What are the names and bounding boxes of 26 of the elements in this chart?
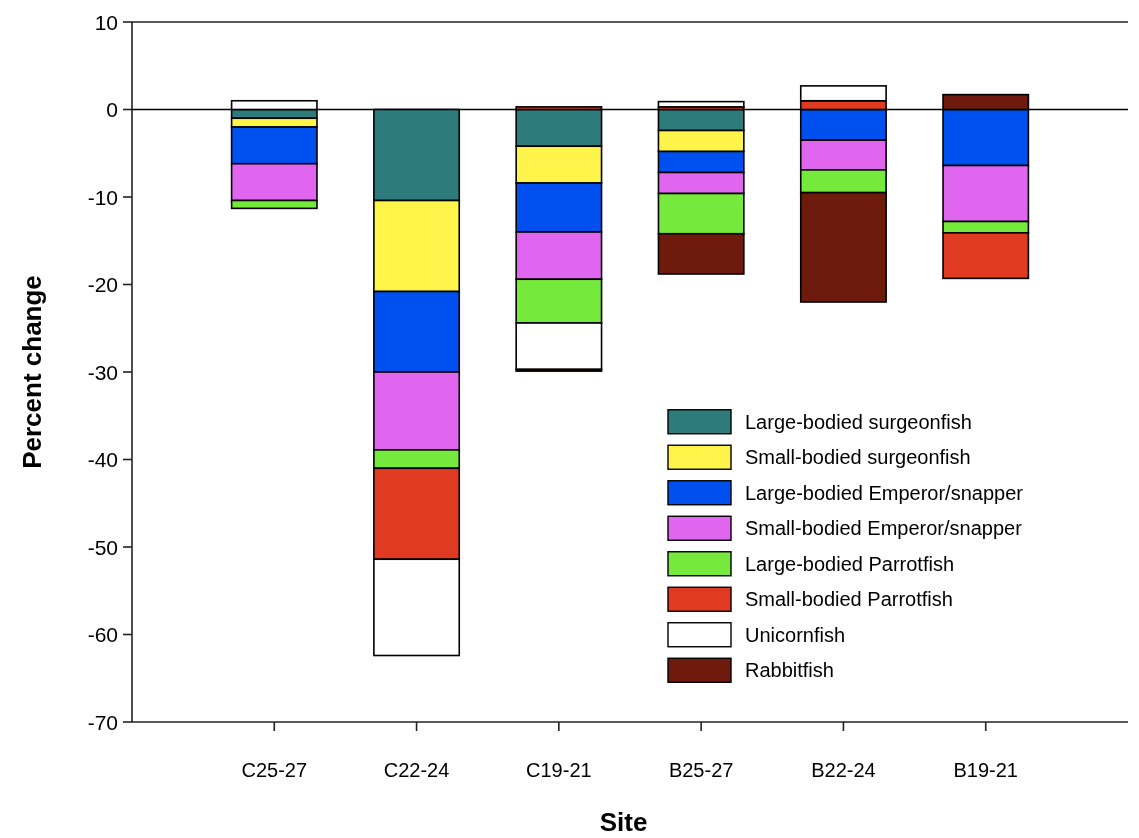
y-tick-label: -10: [87, 185, 118, 209]
bar: [657, 100, 745, 108]
y-tick-label: 0: [106, 98, 118, 121]
x-tick-label: B22-24: [811, 759, 876, 781]
y-tick-label: -40: [87, 448, 118, 471]
y-tick-label: -20: [87, 273, 118, 296]
legend-label: Large-bodied Emperor/snapper: [745, 481, 1024, 504]
y-axis-title: Percent change: [17, 275, 47, 469]
x-tick-label: C19-21: [526, 759, 592, 781]
x-tick-label: B25-27: [668, 759, 734, 781]
y-tick-label: -50: [87, 535, 118, 559]
legend-label: Small-bodied Parrotfish: [745, 588, 953, 611]
y-tick-label: -30: [87, 360, 118, 384]
x-tick-label: C25-27: [241, 759, 308, 781]
y-tick-label: 10: [94, 10, 118, 34]
legend-label: Small-bodied Emperor/snapper: [745, 517, 1023, 540]
legend-label: Rabbitfish: [745, 659, 834, 682]
legend-label: Large-bodied Parrotfish: [745, 552, 955, 575]
x-tick-label: C22-24: [383, 759, 450, 781]
x-tick-label: B19-21: [953, 759, 1018, 781]
y-tick-label: -70: [87, 710, 118, 734]
legend-label: Large-bodied surgeonfish: [745, 410, 972, 433]
legend-label: Small-bodied surgeonfish: [745, 446, 971, 469]
x-axis-title: Site: [599, 807, 648, 837]
legend-label: Unicornfish: [745, 623, 846, 646]
y-tick-label: -60: [87, 623, 118, 646]
